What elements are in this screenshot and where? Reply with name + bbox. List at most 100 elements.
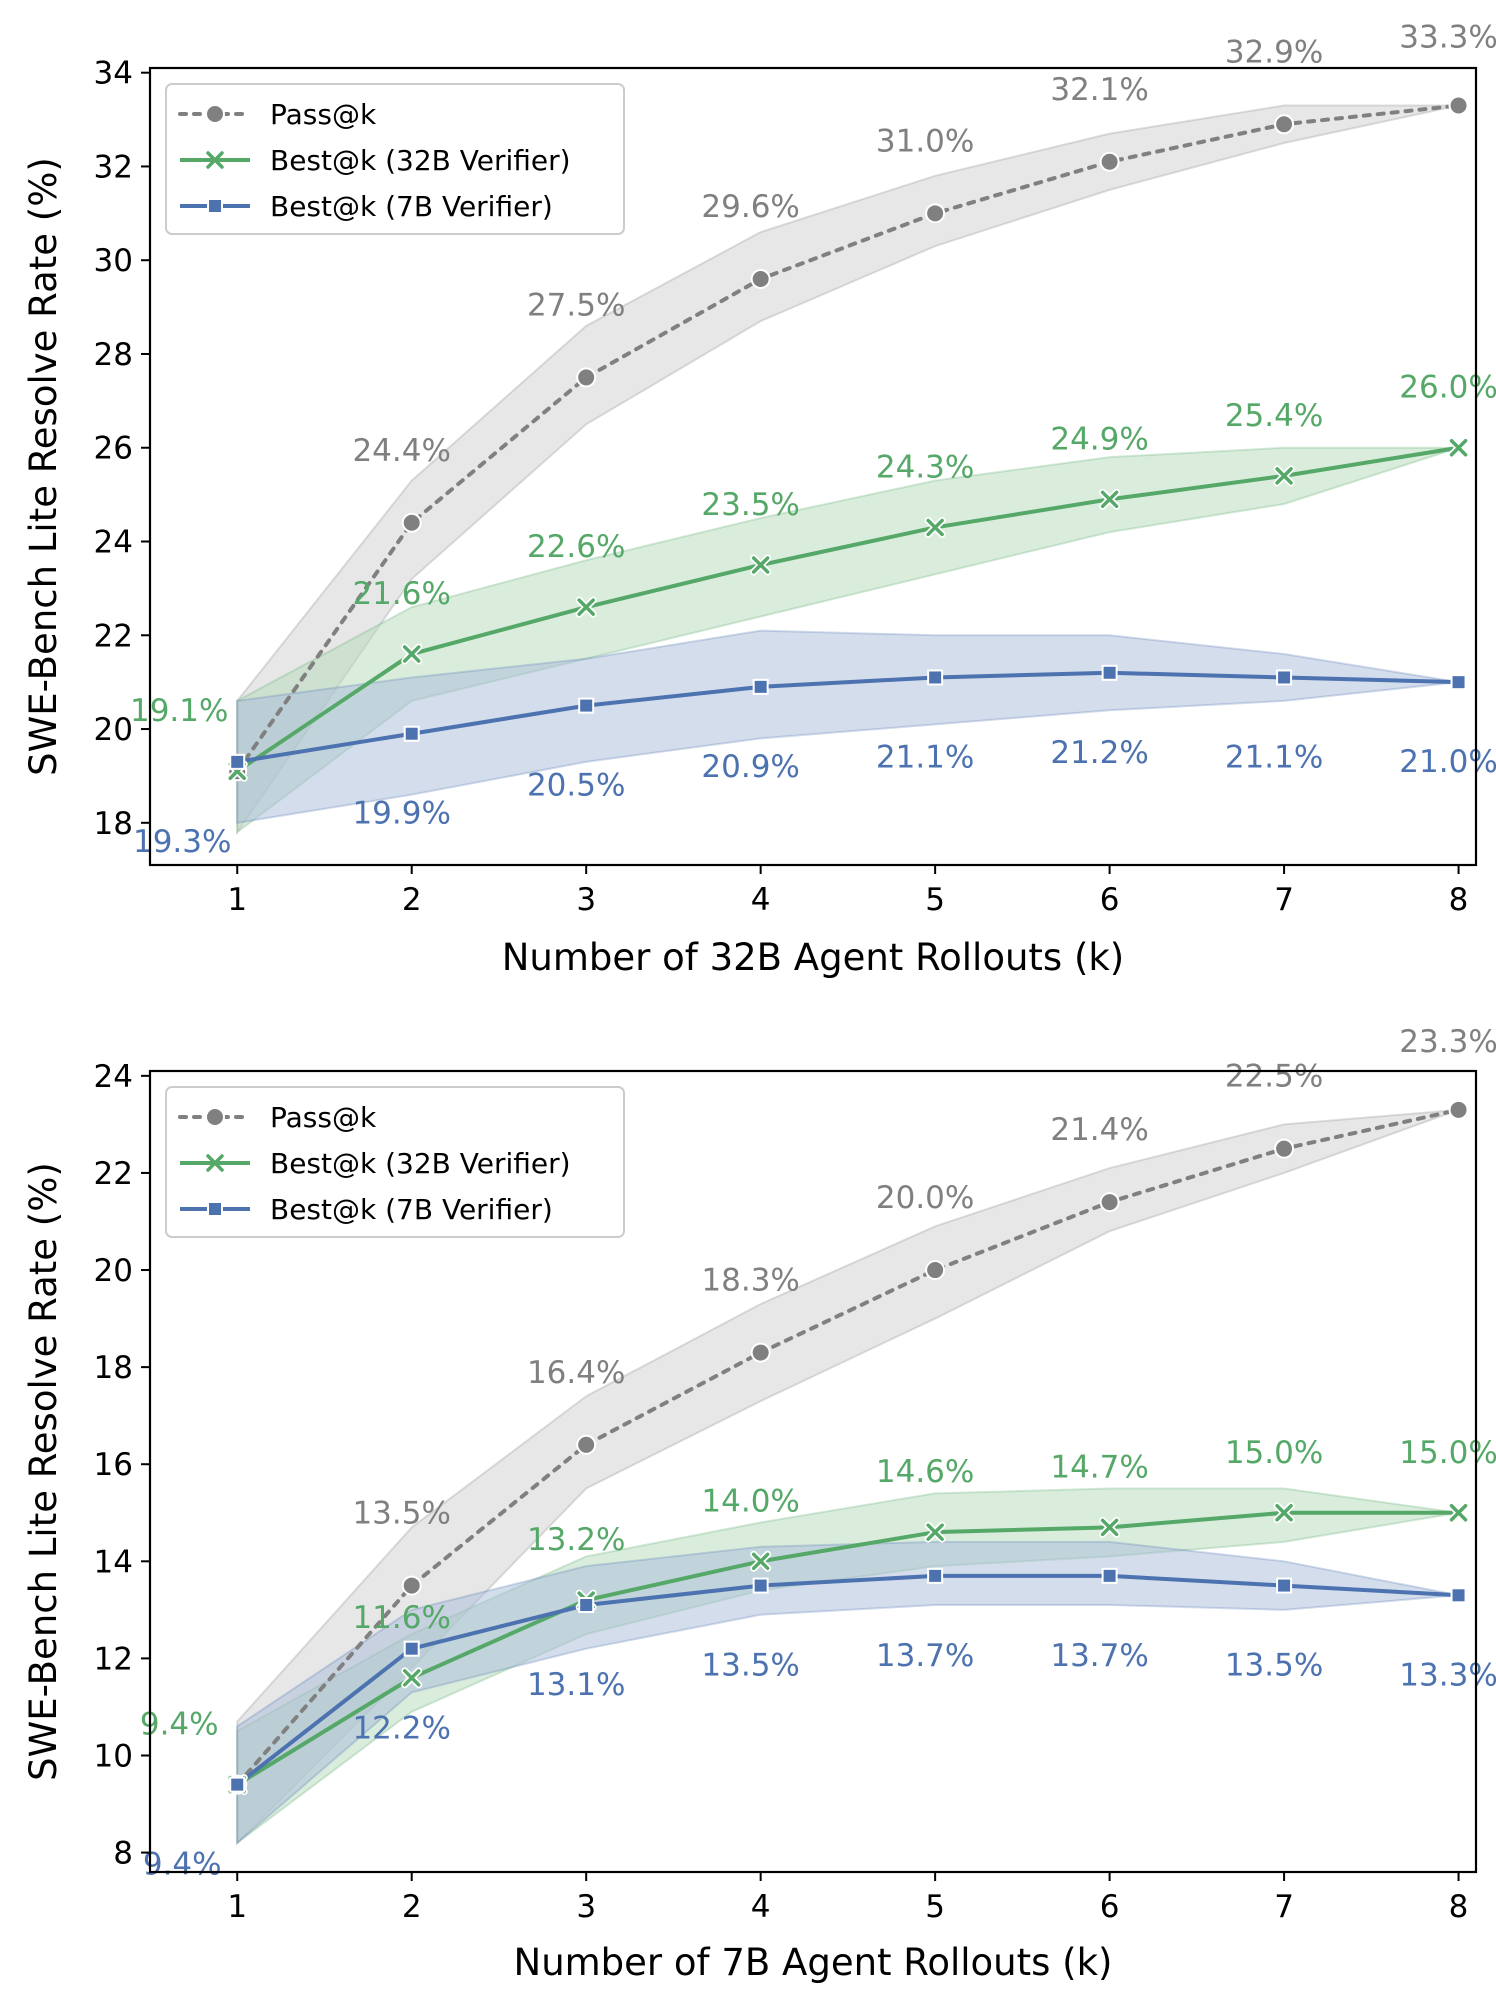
x-tick-label: 5 — [925, 882, 945, 918]
legend-marker-square — [207, 198, 223, 214]
data-point-pass — [1274, 114, 1295, 135]
y-tick-label: 20 — [94, 712, 133, 748]
y-tick-label: 18 — [94, 1350, 133, 1386]
confidence-band-best7 — [236, 629, 1459, 824]
axes-frame — [148, 66, 1478, 867]
data-point-best32 — [575, 596, 597, 618]
data-point-pass — [401, 512, 422, 533]
y-tick-label: 12 — [94, 1641, 133, 1677]
value-label-best32: 14.6% — [876, 1454, 974, 1490]
data-point-best32 — [1099, 1516, 1121, 1538]
value-label-best7: 13.5% — [701, 1648, 799, 1684]
x-tick-label: 3 — [576, 1889, 596, 1925]
data-point-best32 — [1273, 1502, 1295, 1524]
y-tick-label: 24 — [94, 525, 133, 561]
y-tick-label: 20 — [94, 1253, 133, 1289]
data-point-pass — [576, 1434, 597, 1455]
y-axis-label: SWE-Bench Lite Resolve Rate (%) — [22, 157, 65, 776]
data-point-pass — [401, 1575, 422, 1596]
value-label-best32: 11.6% — [352, 1600, 450, 1636]
marker-cross — [402, 1669, 421, 1687]
value-label-best32: 14.7% — [1050, 1449, 1148, 1485]
data-point-best7 — [1101, 664, 1118, 681]
y-tick-label: 30 — [94, 243, 133, 279]
legend-box — [165, 1086, 625, 1238]
marker-cross — [1100, 1518, 1119, 1537]
data-point-best7 — [1450, 674, 1467, 691]
value-label-pass: 18.3% — [701, 1263, 799, 1299]
value-label-best32: 15.0% — [1399, 1435, 1496, 1471]
marker-cross — [751, 556, 770, 574]
y-tick-label: 24 — [94, 1059, 133, 1095]
marker-cross — [577, 598, 595, 616]
marker-cross — [1275, 467, 1293, 485]
value-label-best32: 24.3% — [876, 449, 974, 485]
value-label-best32: 19.1% — [130, 693, 228, 729]
value-label-pass: 21.4% — [1050, 1112, 1148, 1148]
data-point-pass — [576, 367, 597, 388]
legend-marker-square — [207, 1201, 223, 1217]
legend-marker-cross — [206, 1154, 224, 1172]
data-point-pass — [1448, 95, 1469, 116]
x-axis-label: Number of 32B Agent Rollouts (k) — [502, 936, 1125, 979]
legend-label-pass: Pass@k — [270, 1101, 377, 1134]
value-label-best32: 15.0% — [1225, 1435, 1323, 1471]
data-point-best32 — [1273, 465, 1295, 487]
value-label-best7: 13.7% — [1050, 1638, 1148, 1674]
value-label-best7: 13.1% — [527, 1667, 625, 1703]
y-tick-label: 32 — [94, 149, 133, 185]
x-tick-label: 5 — [925, 1889, 945, 1925]
y-tick-label: 18 — [94, 806, 133, 842]
data-point-best32 — [401, 1667, 423, 1689]
legend-marker-circle — [205, 104, 225, 124]
value-label-best7: 13.7% — [876, 1638, 974, 1674]
data-point-best7 — [403, 725, 420, 742]
data-point-best7 — [752, 678, 769, 695]
series-line-best7 — [236, 1573, 1459, 1787]
x-tick-label: 4 — [751, 1889, 771, 1925]
value-label-best7: 13.3% — [1399, 1657, 1496, 1693]
data-point-pass — [1274, 1138, 1295, 1159]
value-label-pass: 13.5% — [352, 1496, 450, 1532]
y-tick-label: 8 — [113, 1836, 133, 1872]
marker-cross — [1275, 1504, 1293, 1522]
legend: Pass@k Best@k (32B Verifier) Best@k (7B Ve… — [165, 1086, 625, 1238]
series-line-best32 — [236, 445, 1459, 773]
value-label-best7: 9.4% — [143, 1847, 222, 1883]
value-label-best32: 24.9% — [1050, 421, 1148, 457]
data-point-pass — [1099, 151, 1120, 172]
marker-cross — [1449, 1504, 1468, 1522]
marker-cross — [926, 518, 944, 537]
x-tick-label: 1 — [227, 1889, 247, 1925]
data-point-best7 — [927, 1567, 944, 1584]
chart-panel-1: 24.4% 27.5% 29.6% 31.0% 32.1% 32.9% 33.3% 19.1%… — [22, 20, 1496, 979]
data-point-pass — [750, 268, 771, 289]
value-label-best7: 20.9% — [701, 749, 799, 785]
value-label-pass: 33.3% — [1399, 20, 1496, 56]
data-point-best32 — [1448, 437, 1470, 459]
legend-marker-cross — [206, 151, 224, 169]
value-label-pass: 22.5% — [1225, 1059, 1323, 1095]
value-label-best32: 14.0% — [701, 1483, 799, 1519]
data-point-pass — [925, 1260, 946, 1281]
value-label-best32: 21.6% — [352, 576, 450, 612]
value-label-pass: 31.0% — [876, 123, 974, 159]
x-tick-label: 8 — [1449, 1889, 1469, 1925]
y-tick-label: 28 — [94, 337, 133, 373]
data-point-best7 — [229, 753, 246, 770]
data-point-best7 — [1101, 1567, 1118, 1584]
data-point-best7 — [752, 1577, 769, 1594]
series-line-pass — [235, 103, 1461, 774]
confidence-band-pass — [236, 104, 1459, 836]
data-point-best32 — [750, 554, 772, 576]
data-point-best7 — [229, 1776, 246, 1793]
value-label-pass: 16.4% — [527, 1355, 625, 1391]
value-label-pass: 20.0% — [876, 1180, 974, 1216]
data-point-pass — [750, 1342, 771, 1363]
series-line-best7 — [236, 670, 1459, 764]
x-tick-label: 1 — [227, 882, 247, 918]
value-label-best7: 21.2% — [1050, 735, 1148, 771]
y-tick-label: 16 — [94, 1447, 133, 1483]
legend-label-best7: Best@k (7B Verifier) — [270, 190, 553, 223]
